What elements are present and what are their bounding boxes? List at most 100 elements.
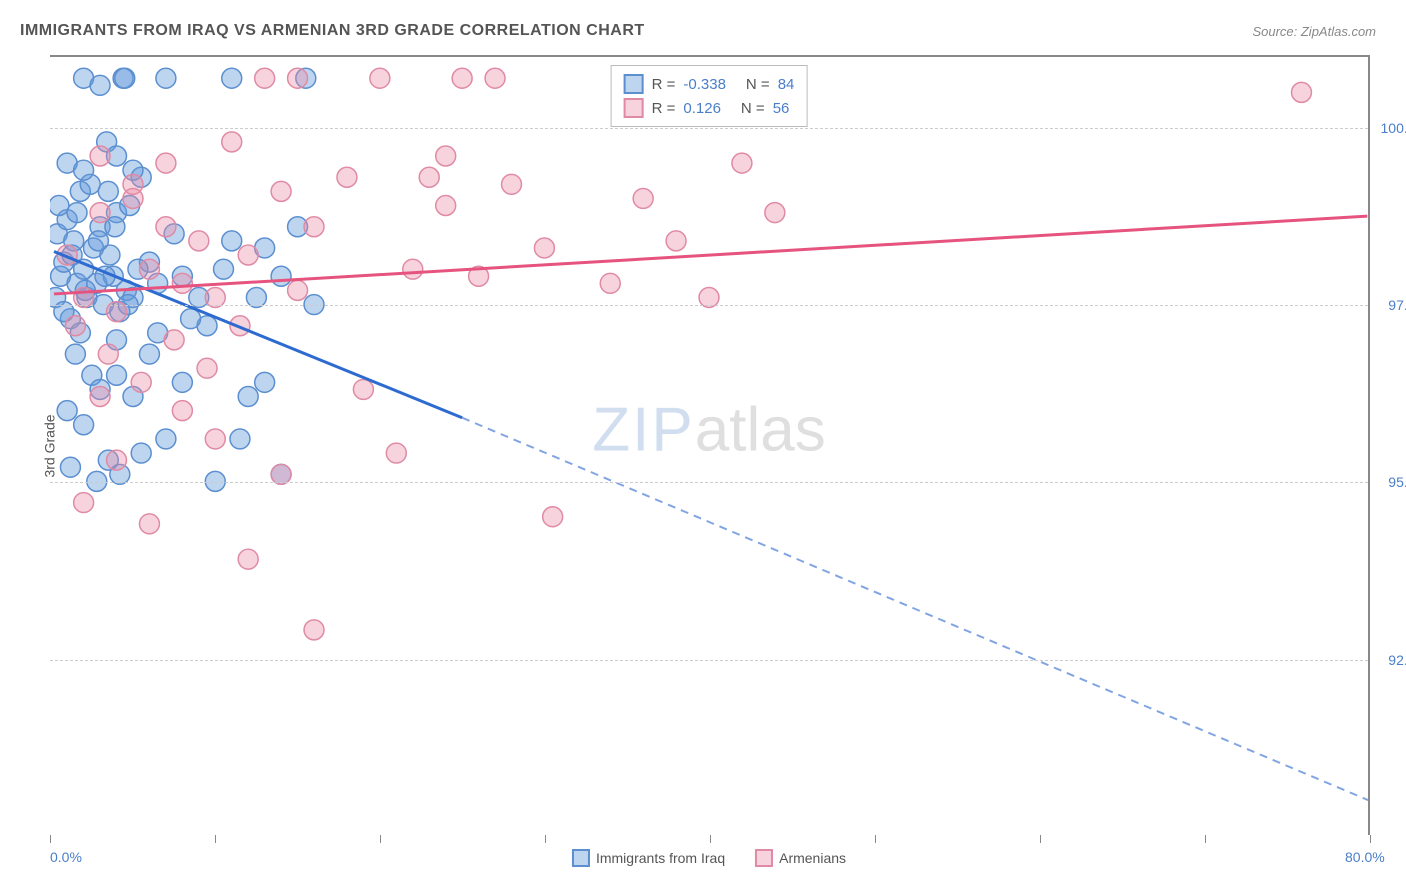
data-point (181, 309, 201, 329)
data-point (222, 231, 242, 251)
data-point (214, 259, 234, 279)
x-tick-label: 80.0% (1345, 849, 1385, 865)
legend-label: Immigrants from Iraq (596, 850, 725, 866)
data-point (419, 167, 439, 187)
data-point (57, 401, 77, 421)
data-point (288, 280, 308, 300)
data-point (90, 146, 110, 166)
data-point (90, 203, 110, 223)
data-point (255, 68, 275, 88)
series-legend: Immigrants from Iraq Armenians (572, 849, 846, 867)
data-point (600, 273, 620, 293)
data-point (139, 514, 159, 534)
data-point (534, 238, 554, 258)
x-tick (215, 835, 216, 843)
data-point (107, 365, 127, 385)
x-tick (875, 835, 876, 843)
data-point (205, 471, 225, 491)
x-tick (1370, 835, 1371, 843)
data-point (304, 217, 324, 237)
gridline (50, 660, 1368, 661)
data-point (74, 160, 94, 180)
stats-legend: R = -0.338 N = 84 R = 0.126 N = 56 (611, 65, 808, 127)
trend-line-extrapolated (462, 418, 1368, 807)
data-point (156, 217, 176, 237)
stats-row: R = 0.126 N = 56 (624, 96, 795, 120)
data-point (50, 196, 69, 216)
data-point (67, 203, 87, 223)
data-point (271, 266, 291, 286)
legend-swatch-icon (624, 74, 644, 94)
data-point (189, 231, 209, 251)
data-point (131, 443, 151, 463)
data-point (88, 231, 108, 251)
gridline (50, 305, 1368, 306)
data-point (156, 153, 176, 173)
data-point (452, 68, 472, 88)
data-point (543, 507, 563, 527)
y-tick-label: 100.0% (1381, 120, 1406, 136)
x-tick (710, 835, 711, 843)
data-point (197, 358, 217, 378)
data-point (98, 344, 118, 364)
data-point (1292, 82, 1312, 102)
data-point (337, 167, 357, 187)
y-tick-label: 95.0% (1388, 474, 1406, 490)
y-tick-label: 97.5% (1388, 297, 1406, 313)
legend-swatch-icon (755, 849, 773, 867)
gridline (50, 482, 1368, 483)
data-point (60, 457, 80, 477)
stats-row: R = -0.338 N = 84 (624, 72, 795, 96)
data-point (633, 188, 653, 208)
data-point (115, 68, 135, 88)
data-point (271, 464, 291, 484)
data-point (172, 372, 192, 392)
legend-item: Immigrants from Iraq (572, 849, 725, 867)
legend-swatch-icon (624, 98, 644, 118)
data-point (271, 181, 291, 201)
data-point (65, 344, 85, 364)
data-point (172, 401, 192, 421)
x-tick (545, 835, 546, 843)
data-point (403, 259, 423, 279)
data-point (230, 429, 250, 449)
legend-item: Armenians (755, 849, 846, 867)
scatter-plot (50, 57, 1368, 835)
data-point (156, 429, 176, 449)
y-tick-label: 92.5% (1388, 652, 1406, 668)
data-point (65, 316, 85, 336)
data-point (123, 188, 143, 208)
data-point (172, 273, 192, 293)
data-point (222, 132, 242, 152)
chart-title: IMMIGRANTS FROM IRAQ VS ARMENIAN 3RD GRA… (20, 22, 645, 40)
data-point (370, 68, 390, 88)
data-point (238, 245, 258, 265)
data-point (74, 493, 94, 513)
data-point (255, 372, 275, 392)
data-point (164, 330, 184, 350)
data-point (107, 450, 127, 470)
x-tick (1040, 835, 1041, 843)
data-point (485, 68, 505, 88)
data-point (238, 387, 258, 407)
x-tick-label: 0.0% (50, 849, 82, 865)
data-point (502, 174, 522, 194)
data-point (131, 372, 151, 392)
chart-area: 3rd Grade ZIPatlas R = -0.338 N = 84 R =… (50, 55, 1370, 835)
data-point (436, 196, 456, 216)
data-point (436, 146, 456, 166)
x-tick (50, 835, 51, 843)
data-point (386, 443, 406, 463)
data-point (87, 471, 107, 491)
data-point (90, 75, 110, 95)
data-point (353, 379, 373, 399)
data-point (732, 153, 752, 173)
data-point (98, 181, 118, 201)
data-point (74, 415, 94, 435)
data-point (90, 387, 110, 407)
source-attribution: Source: ZipAtlas.com (1252, 24, 1376, 39)
data-point (666, 231, 686, 251)
data-point (205, 429, 225, 449)
data-point (139, 344, 159, 364)
legend-label: Armenians (779, 850, 846, 866)
